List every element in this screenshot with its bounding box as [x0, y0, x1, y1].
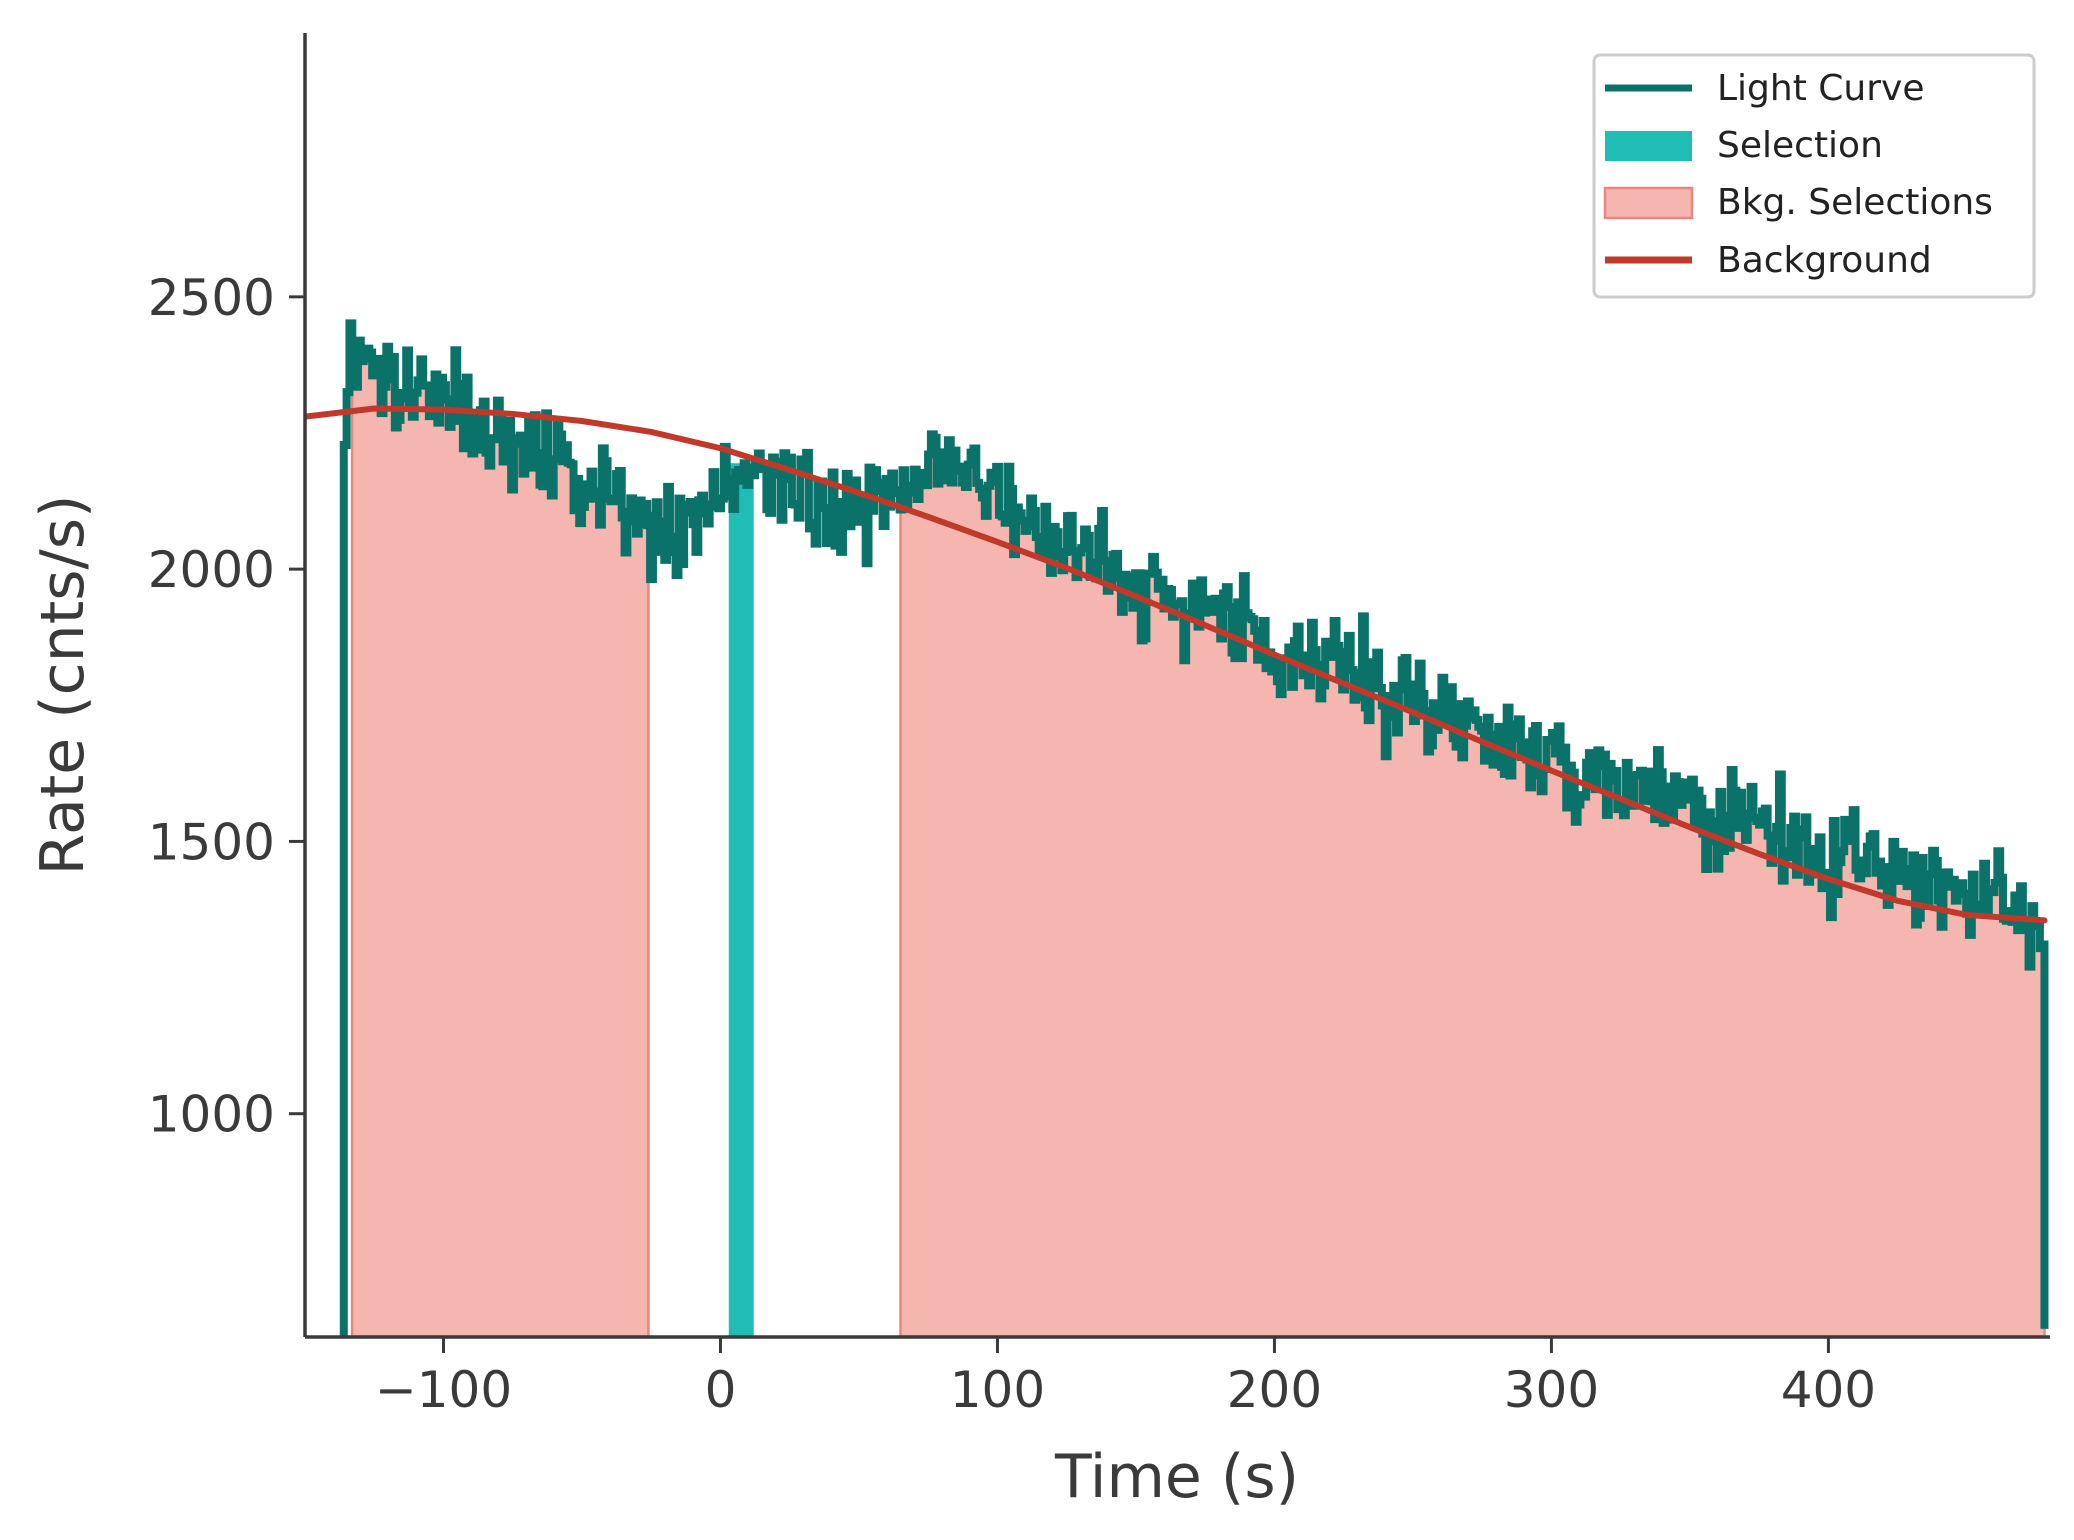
y-axis-label: Rate (cnts/s)	[28, 495, 98, 876]
legend-background-label: Background	[1717, 240, 1932, 281]
y-tick-label: 1500	[148, 813, 275, 871]
x-tick-label: 0	[705, 1361, 737, 1419]
x-axis-label: Time (s)	[1054, 1442, 1299, 1512]
x-tick-label: 100	[950, 1361, 1045, 1419]
selection-band	[728, 463, 754, 1337]
light-curve-series	[339, 319, 2049, 1337]
legend-bkg-selections-swatch	[1603, 186, 1694, 220]
legend-light-curve-label: Light Curve	[1717, 68, 1925, 109]
x-tick-label: 300	[1504, 1361, 1599, 1419]
x-ticks: −100 0 100 200 300 400	[375, 1337, 1876, 1419]
x-tick-label: 200	[1227, 1361, 1322, 1419]
plot-area	[305, 319, 2049, 1337]
legend-selection-swatch	[1605, 131, 1692, 161]
legend-bkg-selections-label: Bkg. Selections	[1717, 182, 1993, 223]
y-tick-label: 2000	[148, 541, 275, 599]
y-tick-label: 1000	[148, 1086, 275, 1144]
y-ticks: 1000 1500 2000 2500	[148, 269, 305, 1144]
x-tick-label: −100	[375, 1361, 512, 1419]
background-model-line	[305, 405, 2048, 924]
axes: −100 0 100 200 300 400 1000 1500 2000 2500	[148, 33, 2050, 1419]
legend-selection-label: Selection	[1717, 125, 1883, 166]
x-tick-label: 400	[1781, 1361, 1876, 1419]
legend-frame	[1592, 53, 2036, 299]
legend: Light Curve Selection Bkg. Selections Ba…	[1592, 53, 2036, 299]
y-tick-label: 2500	[148, 269, 275, 327]
bkg-selection-region	[352, 323, 649, 1337]
